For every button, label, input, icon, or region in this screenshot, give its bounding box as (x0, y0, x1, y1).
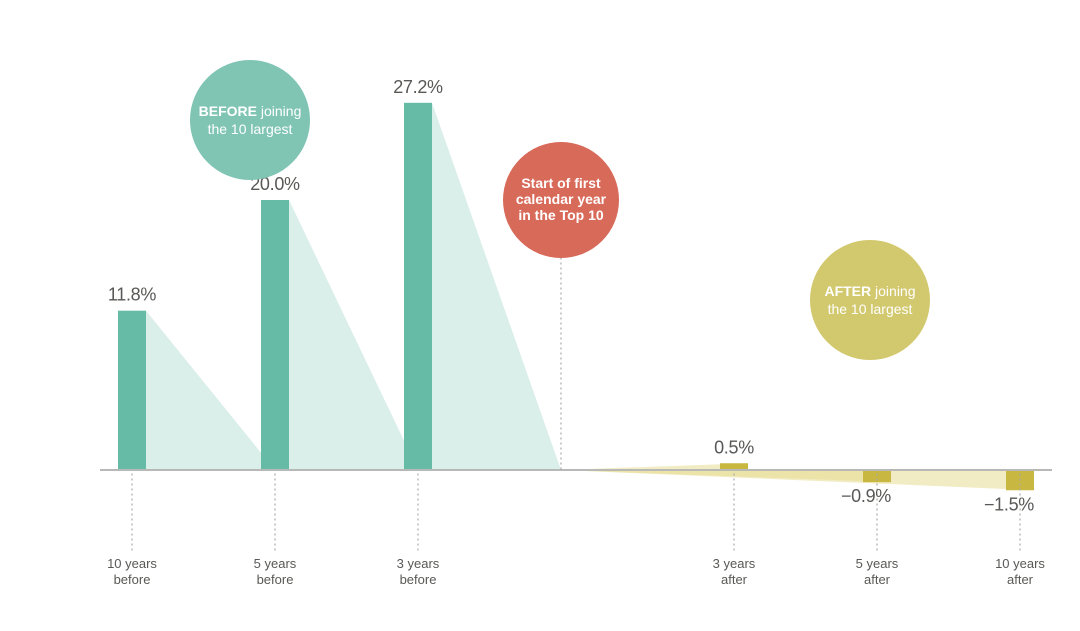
bar-value-label: 0.5% (714, 437, 754, 457)
x-axis-label-line2: before (400, 572, 437, 587)
before-bubble-text-1: BEFORE joining (199, 103, 302, 119)
x-axis-label-line1: 5 years (856, 556, 899, 571)
x-axis-label-line1: 10 years (107, 556, 157, 571)
chart-svg: 10 yearsbefore5 yearsbefore3 yearsbefore… (0, 0, 1080, 631)
before-bubble-text-2: the 10 largest (208, 121, 293, 137)
x-axis-label-line2: after (864, 572, 891, 587)
x-axis-label-line1: 10 years (995, 556, 1045, 571)
x-axis-label-line2: after (1007, 572, 1034, 587)
bar-after (720, 463, 748, 470)
center-bubble-text: Start of first (521, 175, 601, 191)
bar-value-label: −1.5% (984, 494, 1034, 514)
x-axis-label-line1: 3 years (397, 556, 440, 571)
wedge-before (289, 200, 418, 470)
x-axis-label-line1: 5 years (254, 556, 297, 571)
x-axis-label-line2: after (721, 572, 748, 587)
bar-before (118, 311, 146, 470)
x-axis-label-line1: 3 years (713, 556, 756, 571)
center-bubble-text: calendar year (516, 191, 607, 207)
bar-value-label: 27.2% (393, 77, 443, 97)
bar-before (261, 200, 289, 470)
x-axis-label-line2: before (257, 572, 294, 587)
before-bubble (190, 60, 310, 180)
after-bubble (810, 240, 930, 360)
bar-before (404, 103, 432, 470)
bar-value-label: −0.9% (841, 486, 891, 506)
center-bubble-text: in the Top 10 (518, 207, 604, 223)
after-bubble-text-1: AFTER joining (824, 283, 915, 299)
wedge-before (146, 311, 275, 470)
chart-container: 10 yearsbefore5 yearsbefore3 yearsbefore… (0, 0, 1080, 631)
after-bubble-text-2: the 10 largest (828, 301, 913, 317)
bar-value-label: 11.8% (108, 285, 156, 305)
x-axis-label-line2: before (114, 572, 151, 587)
wedge-after (561, 463, 748, 470)
